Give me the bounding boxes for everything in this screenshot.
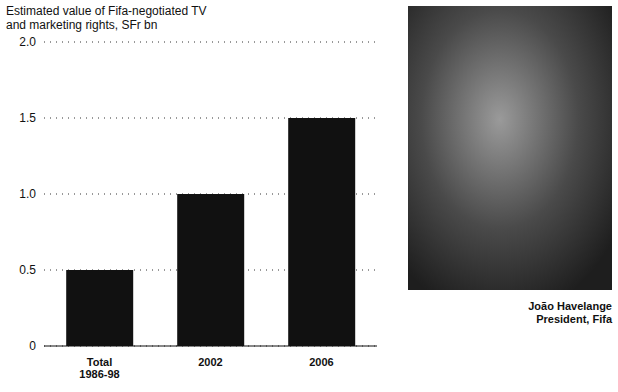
svg-text:1.0: 1.0 <box>19 187 36 201</box>
svg-text:1.5: 1.5 <box>19 111 36 125</box>
svg-text:0: 0 <box>29 339 36 353</box>
svg-text:2.0: 2.0 <box>19 35 36 49</box>
svg-text:0.5: 0.5 <box>19 263 36 277</box>
svg-text:2002: 2002 <box>198 356 222 368</box>
html-text:Estimated value of Fifa-negoti: Estimated value of Fifa-negotiated TV an… <box>6 4 207 32</box>
svg-text:Total1986-98: Total1986-98 <box>79 356 119 380</box>
html-text:President, Fifa: President, Fifa <box>536 313 612 325</box>
html-text:João Havelange: João Havelange <box>528 300 612 312</box>
svg-text:2006: 2006 <box>309 356 333 368</box>
